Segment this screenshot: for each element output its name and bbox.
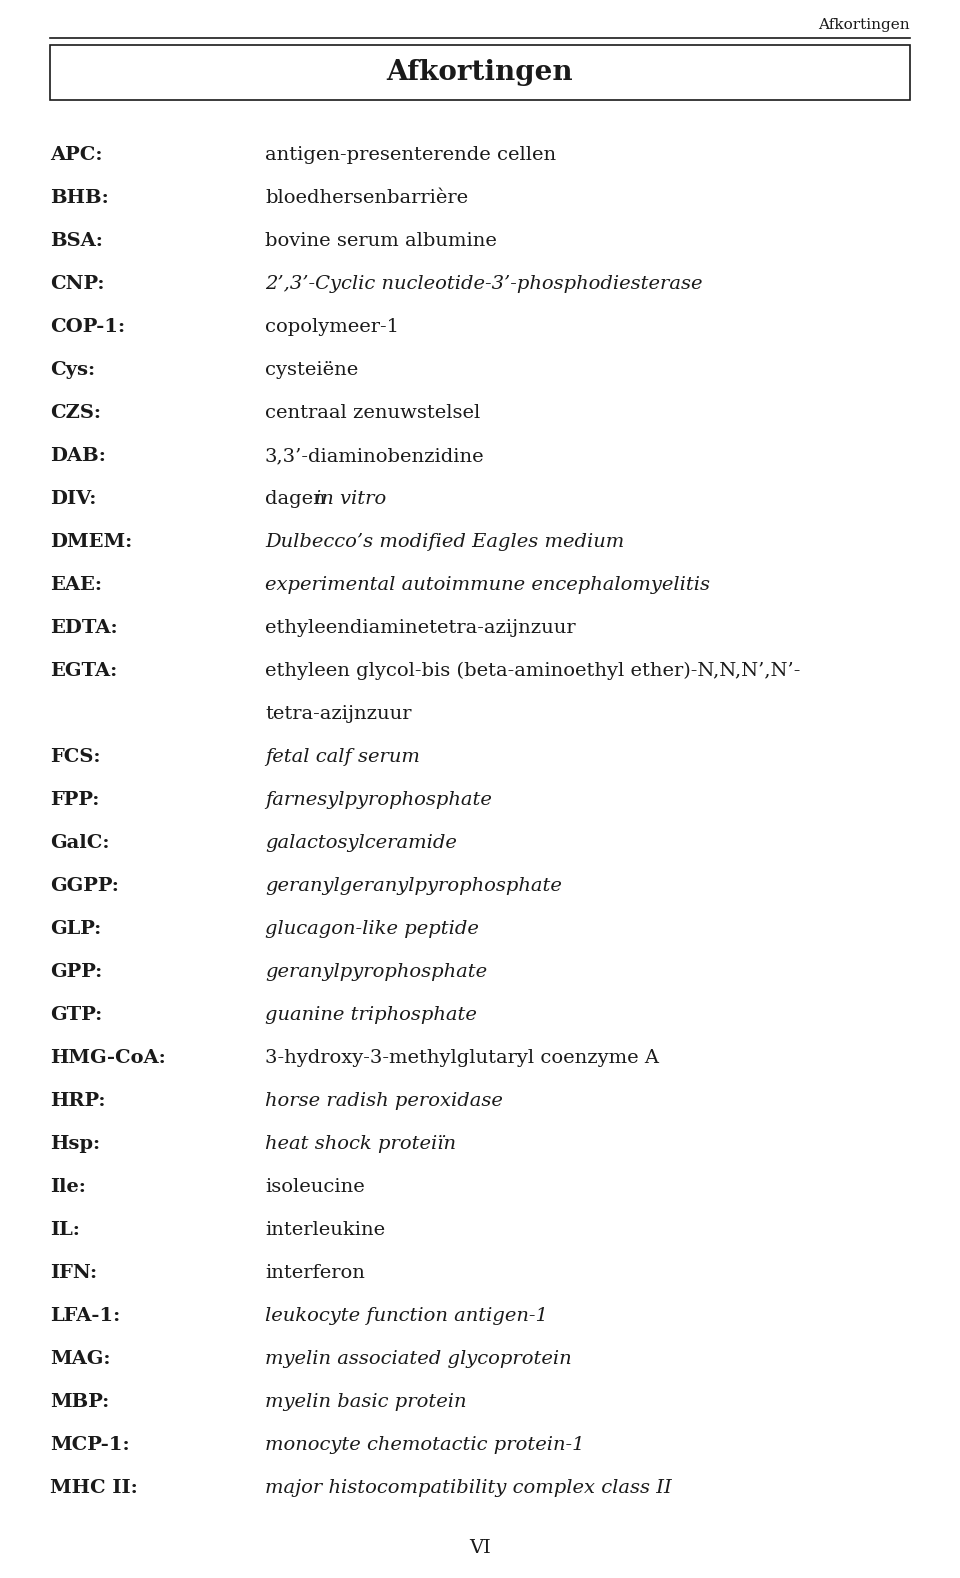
Text: DMEM:: DMEM: — [50, 533, 132, 551]
Text: CZS:: CZS: — [50, 404, 101, 421]
Text: monocyte chemotactic protein-1: monocyte chemotactic protein-1 — [265, 1436, 585, 1453]
Text: BSA:: BSA: — [50, 232, 103, 249]
Text: guanine triphosphate: guanine triphosphate — [265, 1007, 477, 1024]
Text: IL:: IL: — [50, 1221, 80, 1239]
Text: ethyleen glycol-bis (beta-aminoethyl ether)-N,N,N’,N’-: ethyleen glycol-bis (beta-aminoethyl eth… — [265, 661, 801, 680]
Text: tetra-azijnzuur: tetra-azijnzuur — [265, 705, 412, 723]
Text: HRP:: HRP: — [50, 1092, 106, 1109]
Text: leukocyte function antigen-1: leukocyte function antigen-1 — [265, 1307, 548, 1326]
Text: Hsp:: Hsp: — [50, 1135, 100, 1154]
Text: LFA-1:: LFA-1: — [50, 1307, 120, 1326]
Text: VI: VI — [469, 1539, 491, 1557]
Text: experimental autoimmune encephalomyelitis: experimental autoimmune encephalomyeliti… — [265, 576, 710, 593]
Text: GGPP:: GGPP: — [50, 877, 119, 895]
Text: IFN:: IFN: — [50, 1264, 97, 1281]
Text: Ile:: Ile: — [50, 1179, 85, 1196]
Text: fetal calf serum: fetal calf serum — [265, 748, 420, 765]
Text: galactosylceramide: galactosylceramide — [265, 835, 457, 852]
Text: GTP:: GTP: — [50, 1007, 103, 1024]
Text: antigen-presenterende cellen: antigen-presenterende cellen — [265, 147, 556, 164]
Text: 3-hydroxy-3-methylglutaryl coenzyme A: 3-hydroxy-3-methylglutaryl coenzyme A — [265, 1049, 659, 1067]
Bar — [50, 46, 910, 99]
Text: MAG:: MAG: — [50, 1351, 110, 1368]
Text: FCS:: FCS: — [50, 748, 101, 765]
Text: myelin associated glycoprotein: myelin associated glycoprotein — [265, 1351, 571, 1368]
Text: geranylpyrophosphate: geranylpyrophosphate — [265, 963, 487, 982]
Text: 2’,3’-Cyclic nucleotide-3’-phosphodiesterase: 2’,3’-Cyclic nucleotide-3’-phosphodieste… — [265, 275, 703, 294]
Text: centraal zenuwstelsel: centraal zenuwstelsel — [265, 404, 480, 421]
Text: DIV:: DIV: — [50, 491, 96, 508]
Text: cysteiëne: cysteiëne — [265, 361, 358, 379]
Text: dagen: dagen — [265, 491, 332, 508]
Text: glucagon-like peptide: glucagon-like peptide — [265, 920, 479, 937]
Text: HMG-CoA:: HMG-CoA: — [50, 1049, 166, 1067]
Text: bloedhersenbarrière: bloedhersenbarrière — [265, 189, 468, 207]
Text: interleukine: interleukine — [265, 1221, 385, 1239]
Text: bovine serum albumine: bovine serum albumine — [265, 232, 497, 249]
Text: APC:: APC: — [50, 147, 103, 164]
Text: geranylgeranylpyrophosphate: geranylgeranylpyrophosphate — [265, 877, 562, 895]
Text: EDTA:: EDTA: — [50, 619, 118, 638]
Text: major histocompatibility complex class II: major histocompatibility complex class I… — [265, 1479, 672, 1498]
Text: BHB:: BHB: — [50, 189, 108, 207]
Text: ethyleendiaminetetra-azijnzuur: ethyleendiaminetetra-azijnzuur — [265, 619, 576, 638]
Text: MCP-1:: MCP-1: — [50, 1436, 130, 1453]
Text: GPP:: GPP: — [50, 963, 103, 982]
Text: MBP:: MBP: — [50, 1393, 109, 1411]
Text: Dulbecco’s modified Eagles medium: Dulbecco’s modified Eagles medium — [265, 533, 624, 551]
Text: interferon: interferon — [265, 1264, 365, 1281]
Text: CNP:: CNP: — [50, 275, 105, 294]
Text: farnesylpyrophosphate: farnesylpyrophosphate — [265, 791, 492, 810]
Text: MHC II:: MHC II: — [50, 1479, 137, 1498]
Text: isoleucine: isoleucine — [265, 1179, 365, 1196]
Text: in vitro: in vitro — [316, 491, 387, 508]
Text: heat shock proteiïn: heat shock proteiïn — [265, 1135, 456, 1154]
Text: 3,3’-diaminobenzidine: 3,3’-diaminobenzidine — [265, 447, 485, 466]
Text: myelin basic protein: myelin basic protein — [265, 1393, 467, 1411]
Text: EAE:: EAE: — [50, 576, 102, 593]
Text: FPP:: FPP: — [50, 791, 100, 810]
Text: DAB:: DAB: — [50, 447, 106, 466]
Text: Cys:: Cys: — [50, 361, 95, 379]
Text: horse radish peroxidase: horse radish peroxidase — [265, 1092, 503, 1109]
Text: Afkortingen: Afkortingen — [818, 17, 910, 32]
Text: GLP:: GLP: — [50, 920, 101, 937]
Text: EGTA:: EGTA: — [50, 663, 117, 680]
Text: copolymeer-1: copolymeer-1 — [265, 319, 399, 336]
Text: Afkortingen: Afkortingen — [387, 58, 573, 85]
Text: GalC:: GalC: — [50, 835, 109, 852]
Text: COP-1:: COP-1: — [50, 319, 125, 336]
